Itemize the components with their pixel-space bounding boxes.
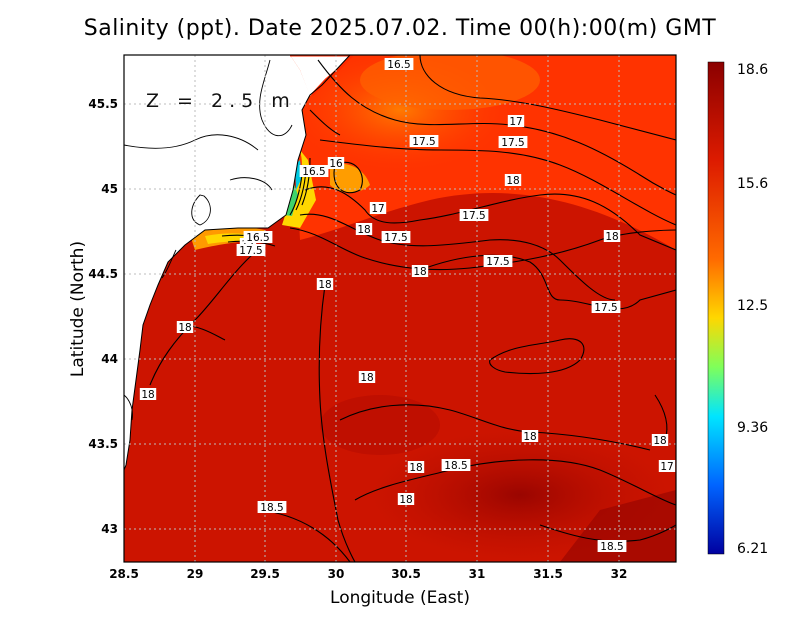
svg-text:17: 17 — [509, 116, 522, 128]
x-tick-label: 29.5 — [250, 567, 280, 581]
contour-label: 18 — [651, 434, 669, 447]
colorbar-label: 15.6 — [737, 176, 769, 192]
depth-label: Z = 2.5 m — [146, 90, 296, 112]
svg-text:16.5: 16.5 — [387, 59, 410, 71]
colorbar-label: 9.36 — [737, 420, 769, 436]
contour-label: 18.5 — [257, 501, 287, 514]
contour-label: 17.5 — [236, 244, 266, 257]
x-tick-label: 29 — [186, 567, 204, 581]
svg-text:17.5: 17.5 — [384, 232, 407, 244]
contour-label: 17 — [369, 202, 387, 215]
contour-label: 17.5 — [459, 209, 489, 222]
contour-label: 16.5 — [299, 165, 329, 178]
svg-text:17: 17 — [660, 461, 673, 473]
map-area: 16.51717.516.516181717.51817.51817.51716… — [124, 55, 676, 562]
contour-label: 18 — [397, 493, 415, 506]
y-tick-label: 45 — [101, 182, 118, 196]
y-tick-label: 43 — [101, 522, 118, 536]
x-tick-label: 30.5 — [391, 567, 421, 581]
svg-text:18: 18 — [318, 279, 331, 291]
y-tick-label: 44 — [101, 352, 118, 366]
y-axis-label: Latitude (North) — [68, 240, 88, 378]
svg-text:17.5: 17.5 — [486, 256, 509, 268]
colorbar — [707, 61, 725, 555]
y-tick-label: 44.5 — [88, 267, 118, 281]
contour-label: 18 — [407, 461, 425, 474]
svg-text:18: 18 — [357, 224, 370, 236]
svg-text:18.5: 18.5 — [444, 460, 467, 472]
svg-text:16: 16 — [329, 158, 343, 170]
y-tick-label: 45.5 — [88, 97, 118, 111]
svg-text:18: 18 — [360, 372, 373, 384]
contour-label-layer: 16.51717.516.516181717.51817.51817.51716… — [139, 58, 676, 553]
contour-label: 18.5 — [597, 540, 627, 553]
svg-text:18.5: 18.5 — [600, 541, 623, 553]
contour-label: 16.5 — [384, 58, 414, 71]
contour-label: 18 — [411, 265, 429, 278]
svg-text:16.5: 16.5 — [302, 166, 325, 178]
contour-label: 17 — [658, 460, 676, 473]
contour-label: 17 — [507, 115, 525, 128]
svg-text:18: 18 — [523, 431, 536, 443]
svg-text:17.5: 17.5 — [594, 302, 617, 314]
contour-label: 18 — [521, 430, 539, 443]
svg-text:18: 18 — [178, 322, 191, 334]
svg-text:18: 18 — [141, 389, 154, 401]
contour-label: 17.5 — [381, 231, 411, 244]
colorbar-label: 18.6 — [737, 62, 769, 78]
svg-text:18: 18 — [605, 231, 618, 243]
x-axis-label: Longitude (East) — [330, 588, 470, 608]
svg-text:17: 17 — [371, 203, 384, 215]
contour-label: 16.5 — [243, 231, 273, 244]
map-title: Salinity (ppt). Date 2025.07.02. Time 00… — [83, 16, 717, 41]
contour-label: 16 — [327, 157, 345, 170]
colorbar-label: 6.21 — [737, 541, 769, 557]
contour-label: 17.5 — [498, 136, 528, 149]
contour-label: 17.5 — [409, 135, 439, 148]
svg-text:17.5: 17.5 — [501, 137, 524, 149]
svg-text:18: 18 — [653, 435, 666, 447]
colorbar-label: 12.5 — [737, 298, 769, 314]
contour-label: 18 — [358, 371, 376, 384]
svg-text:18: 18 — [409, 462, 422, 474]
contour-label: 18 — [603, 230, 621, 243]
y-tick-label: 43.5 — [88, 437, 118, 451]
x-tick-label: 32 — [610, 567, 628, 581]
svg-text:17.5: 17.5 — [239, 245, 262, 257]
contour-label: 17.5 — [483, 255, 513, 268]
contour-label: 18 — [504, 174, 522, 187]
contour-label: 18 — [176, 321, 194, 334]
contour-label: 18.5 — [441, 459, 471, 472]
contour-label: 18 — [316, 278, 334, 291]
contour-label: 18 — [139, 388, 157, 401]
svg-text:18: 18 — [399, 494, 412, 506]
svg-text:16.5: 16.5 — [246, 232, 269, 244]
contour-label: 18 — [355, 223, 373, 236]
map-frame — [123, 54, 677, 563]
x-tick-label: 30 — [327, 567, 345, 581]
x-tick-label: 31 — [468, 567, 486, 581]
svg-text:17.5: 17.5 — [462, 210, 485, 222]
svg-text:17.5: 17.5 — [412, 136, 435, 148]
svg-text:18.5: 18.5 — [260, 502, 283, 514]
svg-text:18: 18 — [506, 175, 519, 187]
x-tick-label: 28.5 — [109, 567, 139, 581]
x-tick-label: 31.5 — [533, 567, 563, 581]
contour-label: 17.5 — [591, 301, 621, 314]
svg-text:18: 18 — [413, 266, 426, 278]
